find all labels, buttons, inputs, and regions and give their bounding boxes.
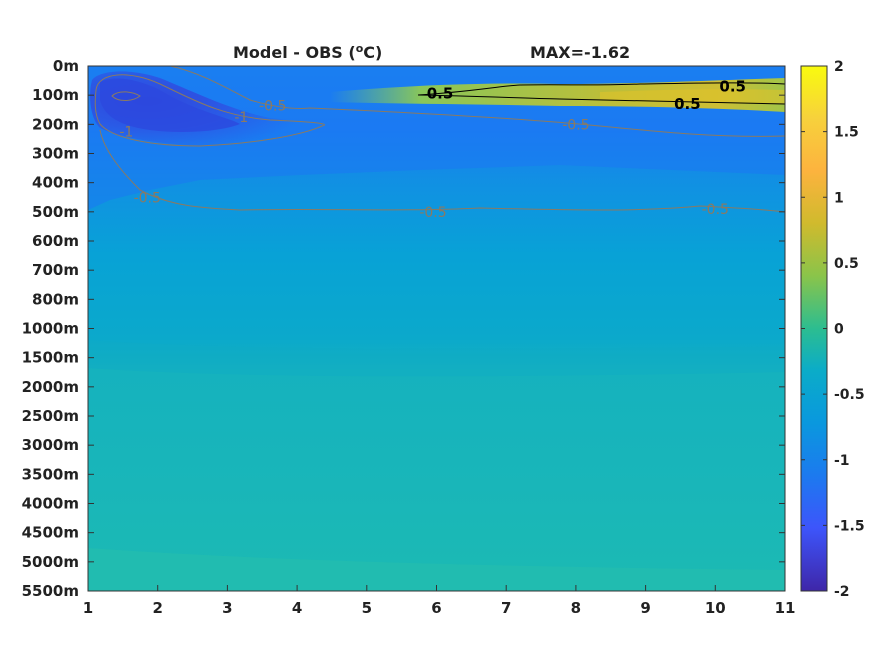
heatmap-bottom-region xyxy=(88,548,785,591)
heatmap-transition-band xyxy=(88,340,785,377)
y-tick-label: 5500m xyxy=(22,582,79,600)
y-tick-label: 1500m xyxy=(22,349,79,367)
x-tick-label: 11 xyxy=(775,599,796,617)
x-tick-label: 1 xyxy=(83,599,93,617)
x-tick-label: 3 xyxy=(222,599,232,617)
x-tick-label: 9 xyxy=(640,599,650,617)
contour-zero-point-five-upper xyxy=(417,82,786,96)
heatmap-field xyxy=(88,66,785,591)
colorbar-tick-label: -0.5 xyxy=(834,387,865,403)
colorbar-tick-label: -1 xyxy=(834,453,850,469)
contour-minus-half-lower xyxy=(99,129,786,213)
x-tick-label: 5 xyxy=(362,599,372,617)
contour-label: 0.5 xyxy=(674,95,701,113)
x-axis: 1 2 3 4 5 6 7 8 9 10 11 xyxy=(83,585,796,617)
colorbar-tick-label: 0 xyxy=(834,322,844,338)
y-tick-label: 800m xyxy=(32,290,79,308)
heatmap-warm-core xyxy=(600,89,785,104)
y-tick-label: 0m xyxy=(53,57,79,75)
contour-label: -0.5 xyxy=(702,202,729,218)
contour-label: -0.5 xyxy=(419,205,446,221)
colorbar-tick-label: 0.5 xyxy=(834,256,859,272)
contour-label: -0.5 xyxy=(134,190,161,206)
contour-label: -1 xyxy=(119,125,133,141)
colorbar-tick-label: 1.5 xyxy=(834,125,859,141)
colorbar-ticks: 2 1.5 1 0.5 0 -0.5 -1 -1.5 -2 xyxy=(801,59,865,600)
y-tick-label: 300m xyxy=(32,145,79,163)
colorbar: 2 1.5 1 0.5 0 -0.5 -1 -1.5 -2 xyxy=(800,59,865,600)
chart-title: Model - OBS (oC) xyxy=(233,42,382,62)
y-tick-label: 500m xyxy=(32,203,79,221)
contour-minus-half-upper xyxy=(169,65,786,137)
chart-max-label: MAX=-1.62 xyxy=(530,43,630,62)
y-tick-label: 4500m xyxy=(22,524,79,542)
heatmap-warm-band xyxy=(330,78,785,112)
x-tick-label: 7 xyxy=(501,599,511,617)
y-tick-label: 3000m xyxy=(22,436,79,454)
y-tick-label: 1000m xyxy=(22,320,79,338)
contour-label: -0.5 xyxy=(562,117,589,133)
x-tick-label: 2 xyxy=(152,599,162,617)
y-tick-label: 100m xyxy=(32,86,79,104)
y-tick-label: 5000m xyxy=(22,553,79,571)
contour-zero-point-five-lower xyxy=(417,94,786,105)
colorbar-tick-label: -1.5 xyxy=(834,518,865,534)
contour-label: 0.5 xyxy=(719,77,746,95)
colorbar-gradient xyxy=(800,65,828,592)
contour-minus-one-outer xyxy=(94,74,325,147)
contour-labels: 0.5 0.5 0.5 -0.5 -1 -1 -0.5 -0.5 -0.5 -0.5 xyxy=(119,77,746,220)
contour-minus-one-inner xyxy=(111,91,141,101)
colorbar-tick-label: 1 xyxy=(834,190,844,206)
colorbar-tick-label: 2 xyxy=(834,59,844,75)
y-tick-label: 200m xyxy=(32,115,79,133)
contour-lines xyxy=(94,65,786,213)
contour-label: -0.5 xyxy=(259,98,286,114)
x-tick-label: 4 xyxy=(292,599,302,617)
contour-label: 0.5 xyxy=(427,85,454,103)
y-axis: 0m 100m 200m 300m 400m 500m 600m 700m 800m 1000m 1… xyxy=(22,57,785,600)
x-tick-label: 10 xyxy=(705,599,726,617)
y-tick-label: 700m xyxy=(32,261,79,279)
y-tick-label: 2500m xyxy=(22,407,79,425)
x-tick-label: 6 xyxy=(431,599,441,617)
y-tick-label: 3500m xyxy=(22,465,79,483)
colorbar-tick-label: -2 xyxy=(834,584,850,600)
y-tick-label: 2000m xyxy=(22,378,79,396)
x-tick-label: 8 xyxy=(571,599,581,617)
y-tick-label: 600m xyxy=(32,232,79,250)
heatmap-core-region xyxy=(100,78,240,132)
y-tick-label: 400m xyxy=(32,174,79,192)
contour-label: -1 xyxy=(234,110,248,126)
y-tick-label: 4000m xyxy=(22,495,79,513)
